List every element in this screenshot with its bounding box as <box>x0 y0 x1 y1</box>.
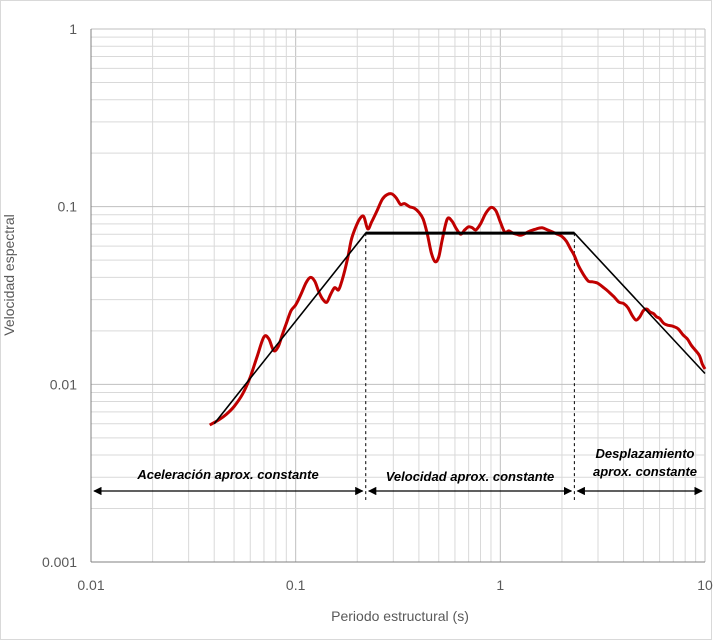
y-tick-labels: 1 0.1 0.01 0.001 <box>42 21 77 570</box>
region-label-displacement-line2: aprox. constante <box>593 464 697 479</box>
y-tick-label: 0.001 <box>42 554 77 570</box>
y-tick-label: 0.01 <box>50 376 77 392</box>
region-label-acceleration: Aceleración aprox. constante <box>136 467 318 482</box>
annotations: Aceleración aprox. constante Velocidad a… <box>136 446 697 484</box>
x-tick-label: 0.1 <box>286 577 306 593</box>
series-line-spectrum <box>208 192 707 427</box>
x-tick-label: 10 <box>697 577 713 593</box>
y-tick-label: 1 <box>69 21 77 37</box>
region-label-velocity: Velocidad aprox. constante <box>386 469 555 484</box>
x-tick-label: 1 <box>496 577 504 593</box>
x-axis-label: Periodo estructural (s) <box>331 608 469 624</box>
plot-area <box>93 192 707 500</box>
y-tick-label: 0.1 <box>58 199 78 215</box>
x-tick-label: 0.01 <box>77 577 104 593</box>
y-axis-label: Velocidad espectral <box>1 214 17 335</box>
x-tick-labels: 0.01 0.1 1 10 <box>77 577 713 593</box>
region-label-displacement: Desplazamiento <box>596 446 695 461</box>
grid <box>90 28 706 563</box>
series-line-idealized <box>213 232 706 425</box>
